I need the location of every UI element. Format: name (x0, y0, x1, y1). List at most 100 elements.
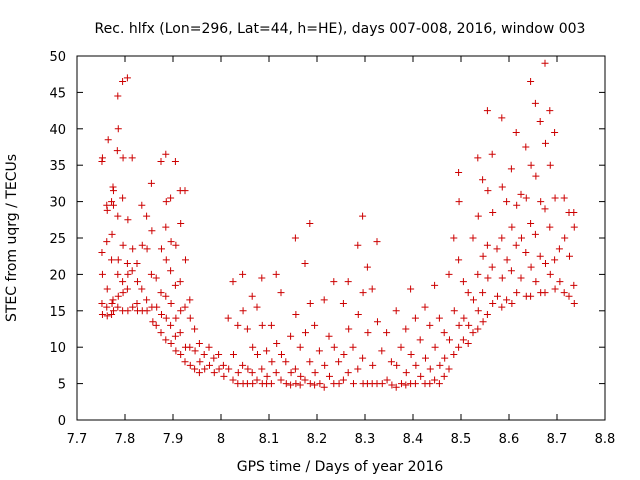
data-point (474, 270, 482, 278)
data-point (369, 361, 377, 369)
data-point (474, 325, 482, 333)
data-point (157, 158, 165, 166)
data-point (176, 278, 184, 286)
data-point (488, 263, 496, 271)
data-point (215, 365, 223, 373)
y-axis-title: STEC from uqrg / TECUs (4, 154, 20, 322)
data-point (244, 365, 252, 373)
data-point (522, 194, 530, 202)
data-point (171, 332, 179, 340)
data-point (368, 285, 376, 293)
data-point (114, 303, 122, 311)
data-point (162, 223, 170, 231)
data-point (133, 278, 141, 286)
data-point (191, 365, 199, 373)
data-point (272, 369, 280, 377)
data-point (253, 376, 261, 384)
data-point (291, 365, 299, 373)
data-point (503, 296, 511, 304)
data-point (440, 372, 448, 380)
data-point (469, 296, 477, 304)
data-point (541, 289, 549, 297)
data-point (507, 267, 515, 275)
data-point (469, 234, 477, 242)
data-point (450, 350, 458, 358)
data-point (249, 380, 257, 388)
data-point (114, 92, 122, 100)
data-point (536, 252, 544, 260)
data-point (503, 256, 511, 264)
data-point (561, 234, 569, 242)
data-point (171, 281, 179, 289)
data-point (253, 350, 261, 358)
data-point (498, 274, 506, 282)
data-point (98, 310, 106, 318)
data-point (316, 380, 324, 388)
data-point (344, 369, 352, 377)
data-point (292, 310, 300, 318)
data-point (225, 365, 233, 373)
data-point (570, 300, 578, 308)
data-point (483, 241, 491, 249)
data-point (465, 321, 473, 329)
data-point (119, 194, 127, 202)
data-point (546, 270, 554, 278)
data-point (517, 274, 525, 282)
data-point (551, 128, 559, 136)
data-point (263, 347, 271, 355)
data-point (546, 223, 554, 231)
data-point (560, 194, 568, 202)
data-point (195, 369, 203, 377)
data-point (339, 300, 347, 308)
data-point (133, 259, 141, 267)
data-point (147, 179, 155, 187)
data-point (109, 296, 117, 304)
data-point (541, 205, 549, 213)
data-point (373, 318, 381, 326)
data-point (239, 361, 247, 369)
data-point (387, 358, 395, 366)
data-point (464, 289, 472, 297)
data-point (181, 358, 189, 366)
data-point (268, 358, 276, 366)
data-point (460, 314, 468, 322)
data-point (172, 241, 180, 249)
data-point (484, 274, 492, 282)
data-point (162, 150, 170, 158)
data-point (152, 274, 160, 282)
data-point (277, 289, 285, 297)
data-point (128, 267, 136, 275)
data-point (191, 325, 199, 333)
data-point (339, 376, 347, 384)
data-point (177, 219, 185, 227)
data-point (103, 206, 111, 214)
data-point (455, 321, 463, 329)
data-point (546, 107, 554, 115)
data-point (108, 300, 116, 308)
data-point (152, 321, 160, 329)
data-point (267, 321, 275, 329)
y-tick-label: 50 (49, 50, 66, 65)
data-point (277, 350, 285, 358)
data-point (436, 361, 444, 369)
data-point (157, 329, 165, 337)
data-point (119, 241, 127, 249)
data-point (417, 372, 425, 380)
data-point (114, 270, 122, 278)
data-point (108, 310, 116, 318)
data-point (103, 285, 111, 293)
data-point (445, 336, 453, 344)
data-point (488, 150, 496, 158)
data-point (224, 314, 232, 322)
data-point (287, 381, 295, 389)
data-point (167, 194, 175, 202)
data-point (431, 281, 439, 289)
data-point (109, 307, 117, 315)
data-point (229, 278, 237, 286)
data-point (364, 329, 372, 337)
data-point (157, 245, 165, 253)
x-tick-label: 7.9 (163, 432, 184, 447)
data-point (320, 383, 328, 391)
data-point (108, 230, 116, 238)
